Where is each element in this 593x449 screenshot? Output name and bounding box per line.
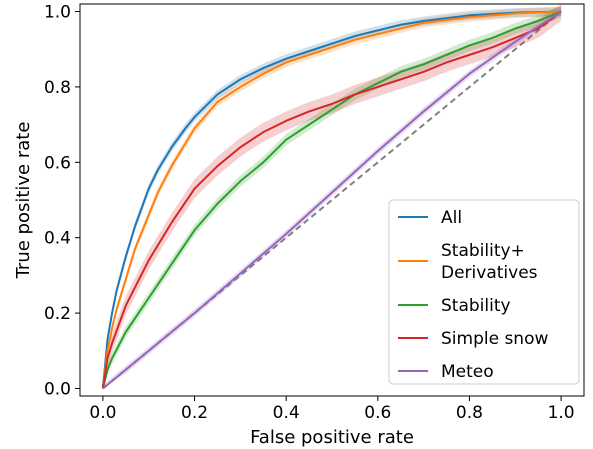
series-line-4 — [102, 10, 562, 390]
y-tick-label: 1.0 — [44, 3, 71, 23]
y-tick-label: 0.6 — [44, 153, 71, 173]
y-tick-label: 0.8 — [44, 78, 71, 98]
x-tick-label: 0.0 — [89, 403, 116, 423]
legend-label-2: Stability — [441, 296, 511, 316]
x-tick-label: 0.8 — [456, 403, 483, 423]
reference-line — [102, 10, 562, 390]
x-tick-label: 0.2 — [181, 403, 208, 423]
y-tick-label: 0.4 — [44, 229, 71, 249]
y-tick-label: 0.0 — [44, 379, 71, 399]
series-line-3 — [101, 10, 562, 389]
series-line-0 — [101, 10, 562, 389]
series-line-1 — [101, 10, 562, 389]
legend-label-0: All — [441, 208, 462, 228]
axes-frame — [79, 3, 585, 397]
y-axis-label: True positive rate — [13, 122, 34, 280]
legend-label-1: Stability+ — [441, 241, 525, 261]
legend-label-3: Simple snow — [441, 329, 548, 349]
y-tick-label: 0.2 — [44, 304, 71, 324]
series-line-2 — [101, 10, 562, 389]
legend-label-1: Derivatives — [441, 263, 538, 283]
x-tick-label: 1.0 — [548, 403, 575, 423]
x-tick-label: 0.4 — [273, 403, 300, 423]
legend: All Stability+Derivatives Stability Simple … — [388, 199, 580, 385]
legend-label-4: Meteo — [441, 362, 494, 382]
x-tick-label: 0.6 — [364, 403, 391, 423]
legend-box — [388, 199, 580, 385]
x-axis-label: False positive rate — [250, 427, 414, 448]
